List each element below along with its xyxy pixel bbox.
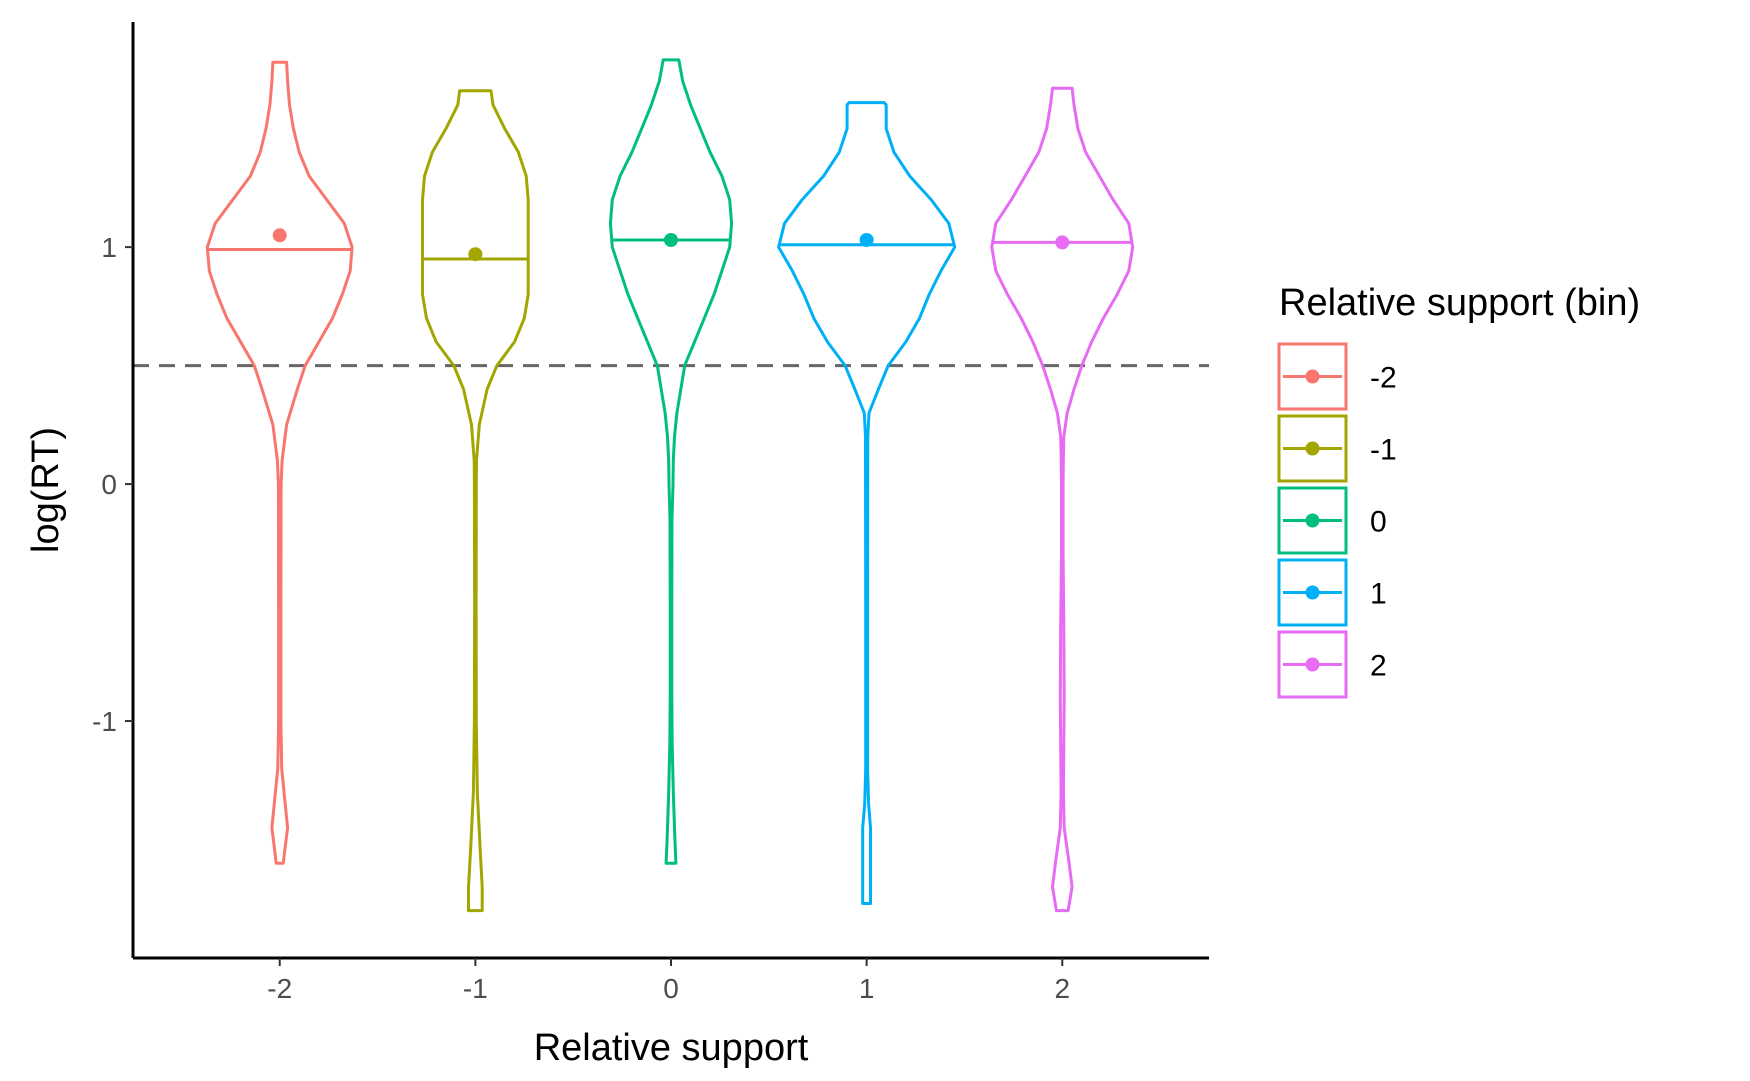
legend-key--1: -1	[1277, 414, 1397, 483]
legend-key-point	[1305, 441, 1320, 456]
violin-outline	[608, 58, 734, 865]
legend-label: 1	[1370, 578, 1387, 611]
legend-key-point	[1305, 657, 1320, 672]
legend: Relative support (bin) -2 -1 0 1 2	[1277, 282, 1640, 699]
legend-label: 2	[1370, 650, 1387, 683]
violin-outline	[421, 89, 530, 913]
x-tick-label: -2	[267, 973, 292, 1004]
violin-outline	[205, 60, 354, 865]
x-axis-title: Relative support	[534, 1027, 809, 1069]
violin-outline	[777, 101, 957, 905]
legend-label: 0	[1370, 506, 1387, 539]
y-tick-label: 1	[101, 232, 117, 263]
violin-group-2	[990, 86, 1135, 913]
legend-key-1: 1	[1277, 558, 1387, 627]
violin-group--2	[205, 60, 354, 865]
legend-key-point	[1305, 513, 1320, 528]
x-tick-label: 1	[859, 973, 875, 1004]
violin-group-1	[777, 101, 957, 905]
legend-items: -2 -1 0 1 2	[1277, 342, 1397, 699]
x-tick-label: -1	[463, 973, 488, 1004]
legend-key-0: 0	[1277, 486, 1387, 555]
x-axis-ticks: -2 -1 0 1 2	[267, 958, 1070, 1004]
violin-group--1	[421, 89, 530, 913]
plot-area	[133, 58, 1209, 913]
y-axis-title: log(RT)	[25, 427, 67, 553]
y-axis-ticks: -1 0 1	[92, 232, 133, 737]
legend-key-2: 2	[1277, 630, 1387, 699]
legend-label: -2	[1370, 362, 1397, 395]
violin-group-0	[608, 58, 734, 865]
violin-mean-point	[1055, 235, 1070, 250]
violin-mean-point	[272, 228, 287, 243]
legend-key--2: -2	[1277, 342, 1397, 411]
violin-mean-point	[468, 247, 483, 262]
x-tick-label: 2	[1054, 973, 1070, 1004]
legend-key-point	[1305, 585, 1320, 600]
y-tick-label: 0	[101, 469, 117, 500]
legend-label: -1	[1370, 434, 1397, 467]
y-tick-label: -1	[92, 706, 117, 737]
violin-outline	[990, 86, 1135, 913]
violin-mean-point	[859, 233, 874, 248]
x-tick-label: 0	[663, 973, 679, 1004]
legend-title: Relative support (bin)	[1279, 282, 1640, 324]
legend-key-point	[1305, 369, 1320, 384]
violin-mean-point	[664, 233, 678, 248]
